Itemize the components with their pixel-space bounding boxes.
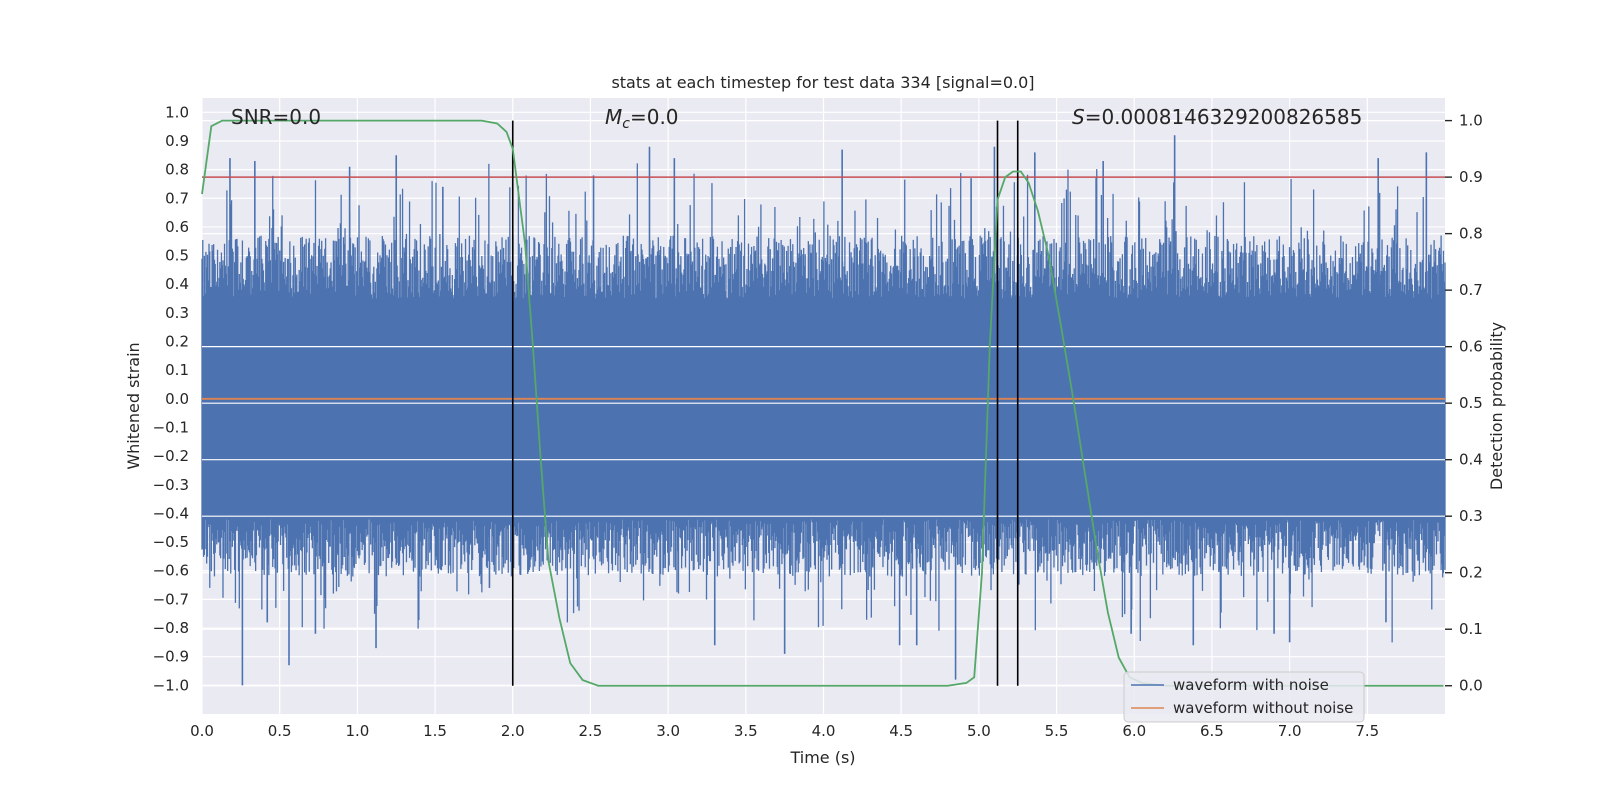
- x-tick-10: 5.0: [967, 722, 991, 740]
- y-tick-16: −0.6: [153, 562, 189, 580]
- noise-series: [201, 135, 1446, 686]
- y-tick-17: −0.7: [153, 590, 189, 608]
- x-tick-4: 2.0: [501, 722, 525, 740]
- s-symbol: S: [1072, 105, 1085, 129]
- y-axis-ticks: 1.0 0.9 0.8 0.7 0.6 0.5 0.4 0.3 0.2 0.1 0.0 −0.1 −0.…: [153, 103, 189, 694]
- y-tick-1: 0.9: [165, 132, 189, 150]
- mc-value: =0.0: [630, 105, 679, 129]
- y2-tick-10: 0.0: [1459, 677, 1483, 695]
- x-tick-2: 1.0: [345, 722, 369, 740]
- x-axis-ticks: 0.0 0.5 1.0 1.5 2.0 2.5 3.0 3.5 4.0 4.5 5.0 5.5 6.0 6…: [190, 722, 1379, 740]
- y-tick-8: 0.2: [165, 333, 189, 351]
- y2-tick-7: 0.3: [1459, 507, 1483, 525]
- x-tick-12: 6.0: [1122, 722, 1146, 740]
- mc-subscript: c: [622, 116, 630, 132]
- y2-tick-5: 0.5: [1459, 394, 1483, 412]
- y-tick-20: −1.0: [153, 676, 189, 694]
- y2-tick-1: 0.9: [1459, 168, 1483, 186]
- x-tick-11: 5.5: [1045, 722, 1069, 740]
- mc-symbol: M: [605, 105, 622, 129]
- x-tick-9: 4.5: [889, 722, 913, 740]
- x-tick-1: 0.5: [268, 722, 292, 740]
- y-tick-18: −0.8: [153, 619, 189, 637]
- y-tick-12: −0.2: [153, 447, 189, 465]
- x-tick-15: 7.5: [1355, 722, 1379, 740]
- y2-tick-0: 1.0: [1459, 112, 1483, 130]
- chart-title: stats at each timestep for test data 334…: [611, 73, 1034, 92]
- y-tick-4: 0.6: [165, 218, 189, 236]
- y2-tick-8: 0.2: [1459, 564, 1483, 582]
- x-tick-0: 0.0: [190, 722, 214, 740]
- snr-annotation: SNR=0.0: [231, 105, 321, 129]
- y-tick-13: −0.3: [153, 476, 189, 494]
- y-tick-7: 0.3: [165, 304, 189, 322]
- probability-series: [201, 119, 1444, 687]
- x-tick-13: 6.5: [1200, 722, 1224, 740]
- y2-axis-label: Detection probability: [1487, 322, 1506, 490]
- legend-label-noise: waveform with noise: [1173, 676, 1329, 694]
- y2-tick-6: 0.4: [1459, 451, 1483, 469]
- probability-trace: [201, 119, 1444, 687]
- x-tick-6: 3.0: [656, 722, 680, 740]
- x-tick-14: 7.0: [1278, 722, 1302, 740]
- y-tick-15: −0.5: [153, 533, 189, 551]
- y2-tick-4: 0.6: [1459, 338, 1483, 356]
- y-tick-2: 0.8: [165, 161, 189, 179]
- y-tick-0: 1.0: [165, 103, 189, 121]
- x-tick-7: 3.5: [734, 722, 758, 740]
- y-tick-9: 0.1: [165, 361, 189, 379]
- y-tick-19: −0.9: [153, 648, 189, 666]
- y-tick-11: −0.1: [153, 418, 189, 436]
- mc-annotation: Mc=0.0: [605, 105, 679, 132]
- y-tick-10: 0.0: [165, 390, 189, 408]
- noise-core-band: [202, 298, 1445, 520]
- legend-box: [1123, 671, 1365, 723]
- x-tick-3: 1.5: [423, 722, 447, 740]
- y-tick-3: 0.7: [165, 189, 189, 207]
- y2-tick-9: 0.1: [1459, 620, 1483, 638]
- y-tick-14: −0.4: [153, 504, 189, 522]
- x-tick-5: 2.5: [579, 722, 603, 740]
- x-axis-label: Time (s): [789, 748, 855, 767]
- y2-tick-3: 0.7: [1459, 281, 1483, 299]
- y2-axis-ticks: 1.0 0.9 0.8 0.7 0.6 0.5 0.4 0.3 0.2 0.1 0.0: [1445, 112, 1483, 695]
- y-tick-6: 0.4: [165, 275, 189, 293]
- legend-label-clean: waveform without noise: [1173, 699, 1353, 717]
- x-tick-8: 4.0: [812, 722, 836, 740]
- y2-tick-2: 0.8: [1459, 225, 1483, 243]
- y-tick-5: 0.5: [165, 247, 189, 265]
- s-value: =0.0008146329200826585: [1085, 105, 1363, 129]
- legend: waveform with noise waveform without noi…: [1123, 671, 1365, 723]
- s-annotation: S=0.0008146329200826585: [1072, 105, 1362, 129]
- y-axis-label: Whitened strain: [124, 342, 143, 469]
